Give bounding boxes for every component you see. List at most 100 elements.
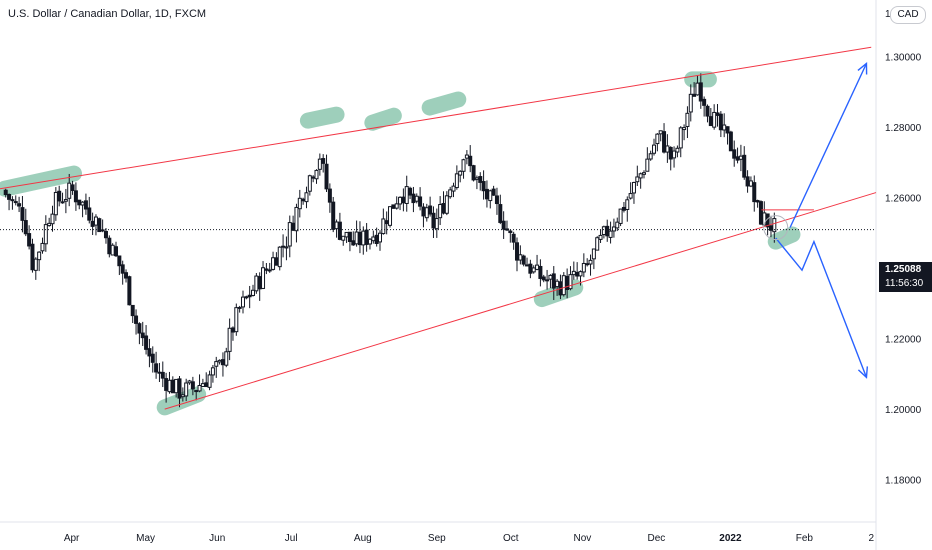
candle-body — [160, 371, 165, 379]
candle-body — [227, 327, 232, 352]
candle-body — [578, 271, 583, 277]
candle-body — [281, 245, 286, 248]
candle-body — [150, 353, 155, 363]
candle-body — [718, 113, 723, 131]
candle-body — [271, 257, 276, 270]
candle-body — [134, 315, 139, 324]
candle-body — [658, 130, 663, 135]
candle-body — [648, 153, 653, 160]
candle-body — [317, 158, 322, 170]
candle-body — [491, 188, 496, 196]
currency-badge[interactable]: CAD — [890, 6, 926, 24]
candle-body — [458, 170, 463, 176]
candle-body — [224, 351, 229, 366]
candle-body — [768, 225, 773, 231]
candle-body — [685, 112, 690, 127]
candle-body — [240, 296, 245, 308]
candle-body — [631, 181, 636, 194]
candle-body — [214, 361, 219, 367]
candle-body — [327, 188, 332, 203]
candle-body — [103, 230, 108, 239]
bar-countdown: 11:56:30 — [885, 278, 924, 289]
candle-body — [668, 146, 673, 160]
candle-body — [611, 226, 616, 232]
candle-body — [742, 154, 747, 178]
candle-body — [174, 378, 179, 394]
time-tick-label: Apr — [64, 533, 80, 544]
candle-body — [454, 173, 459, 189]
candle-body — [177, 378, 182, 399]
candle-body — [77, 199, 82, 206]
candle-body — [367, 238, 372, 245]
candle-body — [277, 246, 282, 268]
candle-body — [124, 272, 129, 279]
time-tick-label: Sep — [428, 533, 446, 544]
candle-body — [635, 176, 640, 183]
candle-body — [625, 199, 630, 210]
candle-body — [127, 276, 132, 306]
projection-bullish — [789, 63, 868, 228]
candle-body — [17, 203, 22, 207]
candle-body — [30, 243, 35, 271]
candle-body — [207, 374, 212, 388]
candle-body — [347, 231, 352, 242]
candle-body — [461, 159, 466, 172]
candle-body — [364, 229, 369, 245]
candle-body — [662, 131, 667, 153]
candle-body — [314, 169, 319, 180]
candle-body — [237, 306, 242, 309]
candle-body — [428, 205, 433, 215]
candle-body — [234, 307, 239, 333]
candle-body — [140, 332, 145, 339]
candle-body — [434, 218, 439, 230]
candle-body — [217, 359, 222, 363]
last-price-tag: 1.25088 11:56:30 — [879, 262, 932, 292]
highlight-touch-may — [156, 386, 207, 416]
candle-body — [274, 257, 279, 266]
candle-body — [130, 304, 135, 317]
candle-body — [37, 251, 42, 261]
time-tick-label: 2022 — [719, 533, 742, 544]
candle-body — [47, 222, 52, 227]
candle-body — [735, 156, 740, 161]
trendline-lower — [164, 192, 877, 410]
candle-body — [13, 201, 18, 204]
candle-body — [501, 220, 506, 230]
time-tick-label: Nov — [574, 533, 592, 544]
candle-body — [187, 380, 192, 384]
candle-body — [321, 158, 326, 164]
candle-body — [170, 379, 175, 394]
candle-body — [688, 93, 693, 113]
candle-body — [481, 181, 486, 192]
candle-body — [504, 228, 509, 231]
candle-body — [555, 280, 560, 288]
candle-body — [408, 187, 413, 196]
candle-body — [144, 335, 149, 350]
time-tick-label: Dec — [648, 533, 666, 544]
candle-body — [200, 383, 205, 387]
candle-body — [337, 221, 342, 240]
candle-body — [528, 263, 533, 274]
candle-body — [551, 273, 556, 289]
candle-body — [665, 145, 670, 153]
candle-body — [638, 173, 643, 179]
highlight-touch-sep — [421, 91, 467, 116]
candle-body — [341, 235, 346, 241]
candle-body — [752, 182, 757, 203]
candle-body — [60, 201, 65, 204]
candle-body — [588, 259, 593, 265]
candle-body — [381, 218, 386, 235]
candle-body — [371, 236, 376, 242]
candle-body — [581, 262, 586, 273]
candle-body — [565, 275, 570, 290]
trendline-upper — [0, 46, 872, 190]
candle-body — [498, 204, 503, 223]
candle-body — [307, 175, 312, 192]
candle-body — [414, 195, 419, 202]
candle-body — [628, 193, 633, 199]
candle-body — [615, 221, 620, 229]
candle-body — [438, 204, 443, 219]
candle-body — [391, 204, 396, 209]
candle-body — [772, 218, 777, 233]
